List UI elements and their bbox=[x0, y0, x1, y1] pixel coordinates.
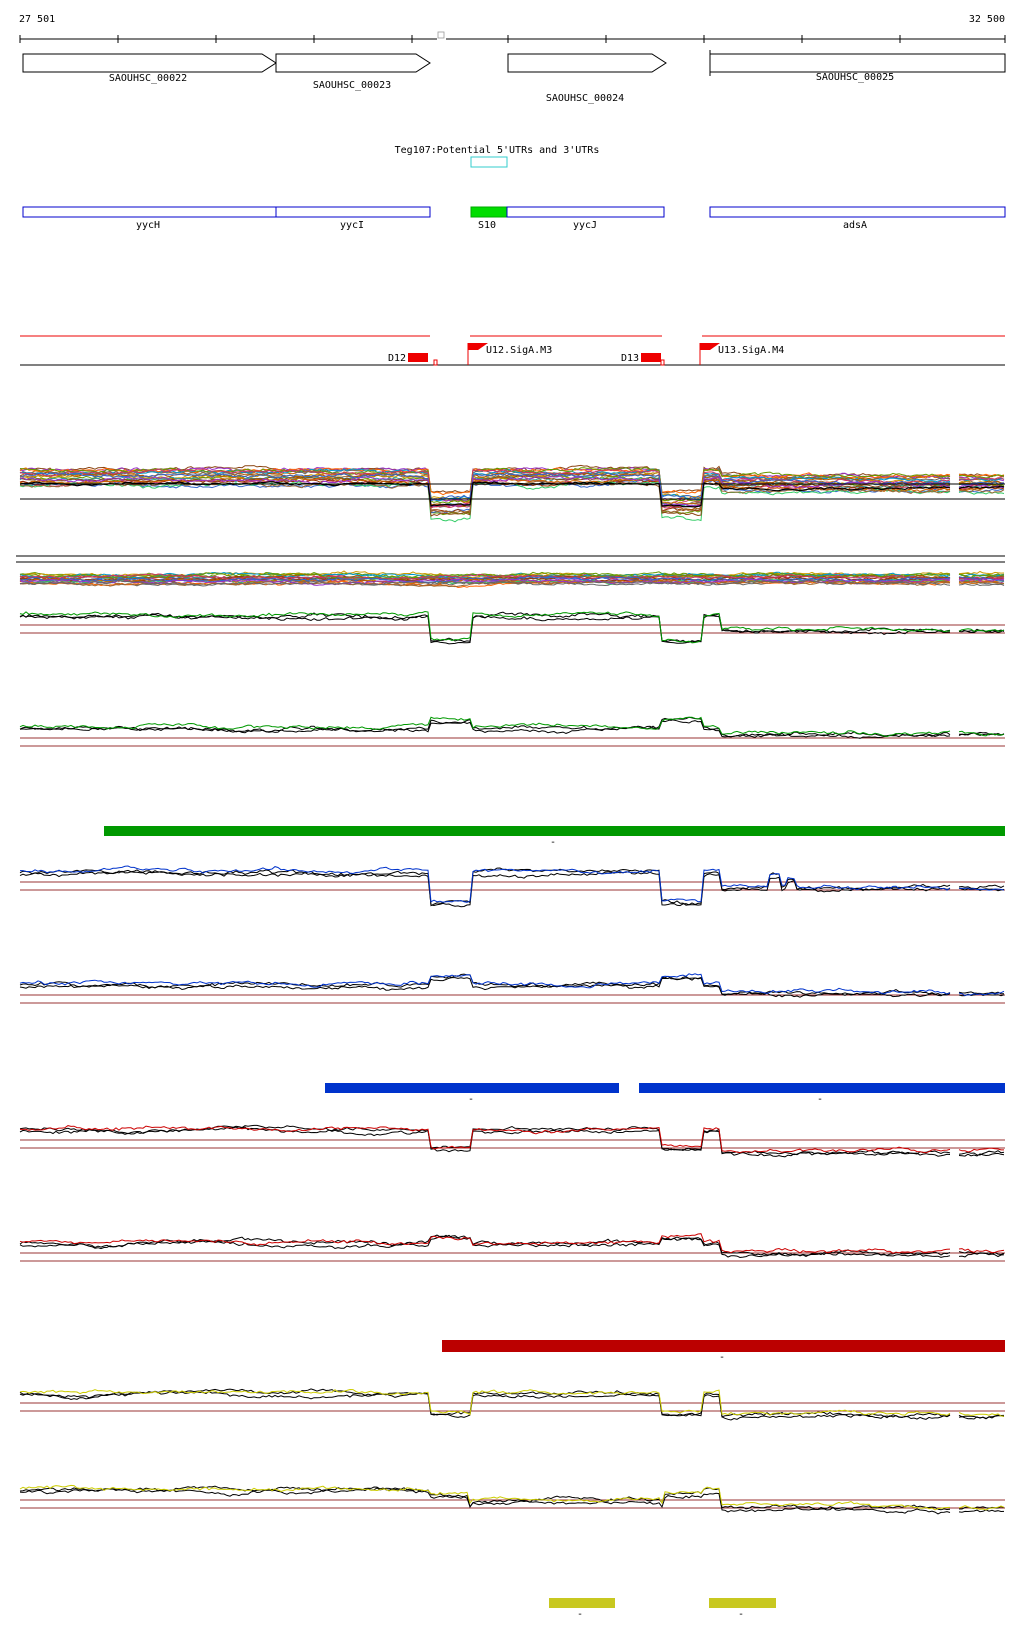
expression-line bbox=[19, 867, 1005, 907]
gene-label: SAOUHSC_00023 bbox=[313, 80, 391, 91]
utr-track-title: Teg107:Potential 5'UTRs and 3'UTRs bbox=[395, 145, 600, 156]
gene-arrow[interactable]: SAOUHSC_00022 bbox=[22, 53, 277, 84]
expression-line bbox=[19, 973, 1005, 997]
expression-line bbox=[19, 1233, 1005, 1254]
gene-name-label: S10 bbox=[478, 220, 496, 231]
gene-arrow[interactable]: SAOUHSC_00023 bbox=[275, 53, 431, 91]
gene-arrow[interactable]: SAOUHSC_00024 bbox=[507, 53, 667, 104]
expression-line bbox=[19, 870, 1005, 908]
expression-line bbox=[20, 865, 1005, 903]
ruler-start-label: 27 501 bbox=[19, 14, 55, 25]
terminator-marker[interactable] bbox=[408, 353, 428, 362]
expression-line bbox=[19, 1126, 1005, 1158]
expression-line bbox=[19, 716, 1005, 738]
promoter-label: U13.SigA.M4 bbox=[718, 345, 784, 356]
gene-label: SAOUHSC_00024 bbox=[546, 93, 624, 104]
expression-line bbox=[19, 610, 1005, 644]
condition-bar[interactable] bbox=[104, 826, 1005, 836]
multi-sample-expression-track-2 bbox=[16, 555, 1005, 589]
multi-sample-expression-track bbox=[19, 464, 1005, 523]
expression-line bbox=[19, 579, 1005, 587]
expression-line bbox=[19, 468, 1005, 509]
expression-line bbox=[19, 578, 1005, 586]
expression-line bbox=[19, 466, 1005, 504]
condition-bar[interactable] bbox=[325, 1083, 619, 1093]
condition-bar-label: - bbox=[577, 1609, 583, 1620]
gene-track: SAOUHSC_00022 SAOUHSC_00023 SAOUHSC_0002… bbox=[22, 50, 1006, 104]
promoter-flag[interactable] bbox=[468, 343, 488, 350]
expression-line bbox=[19, 481, 1005, 508]
gene-label: SAOUHSC_00025 bbox=[816, 72, 894, 83]
expression-line bbox=[19, 1487, 1005, 1515]
promoter-track: D12 U12.SigA.M3 D13 U13.SigA.M4 bbox=[20, 335, 1005, 366]
gene-name-label: yycJ bbox=[573, 220, 597, 231]
coordinate-ruler: 27 501 32 500 bbox=[19, 14, 1006, 43]
condition-expression-tracks bbox=[19, 610, 1005, 1515]
condition-bar[interactable] bbox=[639, 1083, 1005, 1093]
gene-name-label: yycH bbox=[136, 220, 160, 231]
ruler-end-label: 32 500 bbox=[969, 14, 1005, 25]
promoter-label: U12.SigA.M3 bbox=[486, 345, 552, 356]
gene-name-label: adsA bbox=[843, 220, 867, 231]
promoter-flag[interactable] bbox=[700, 343, 720, 350]
s10-box[interactable] bbox=[470, 206, 508, 218]
condition-bar-label: - bbox=[817, 1094, 823, 1105]
expression-line bbox=[20, 1125, 1004, 1154]
expression-line bbox=[19, 1388, 1005, 1417]
condition-bar[interactable] bbox=[442, 1340, 1005, 1352]
condition-bar-label: - bbox=[738, 1609, 744, 1620]
expression-line bbox=[19, 1484, 1005, 1511]
expression-line bbox=[19, 1234, 1005, 1259]
utr-box[interactable] bbox=[470, 156, 508, 168]
expression-line bbox=[19, 1390, 1005, 1421]
condition-bar[interactable] bbox=[709, 1598, 776, 1608]
expression-line bbox=[19, 973, 1004, 997]
condition-bar[interactable] bbox=[549, 1598, 615, 1608]
expression-line bbox=[19, 472, 1005, 502]
condition-bar-label: - bbox=[468, 1094, 474, 1105]
condition-bars: - - - - - - bbox=[104, 826, 1005, 1620]
condition-bar-label: - bbox=[550, 837, 556, 848]
promoter-label: D12 bbox=[388, 353, 406, 364]
gene-name-track: yycH yycI S10 yycJ adsA bbox=[22, 206, 1006, 231]
expression-line bbox=[19, 575, 1004, 583]
gene-arrow[interactable]: SAOUHSC_00025 bbox=[709, 50, 1006, 83]
gene-label: SAOUHSC_00022 bbox=[109, 73, 187, 84]
expression-line bbox=[19, 475, 1005, 507]
condition-bar-label: - bbox=[719, 1352, 725, 1363]
terminator-marker[interactable] bbox=[641, 353, 661, 362]
gene-name-label: yycI bbox=[340, 220, 364, 231]
promoter-label: D13 bbox=[621, 353, 639, 364]
expression-line bbox=[19, 612, 1005, 645]
utr-track: Teg107:Potential 5'UTRs and 3'UTRs bbox=[395, 145, 600, 168]
